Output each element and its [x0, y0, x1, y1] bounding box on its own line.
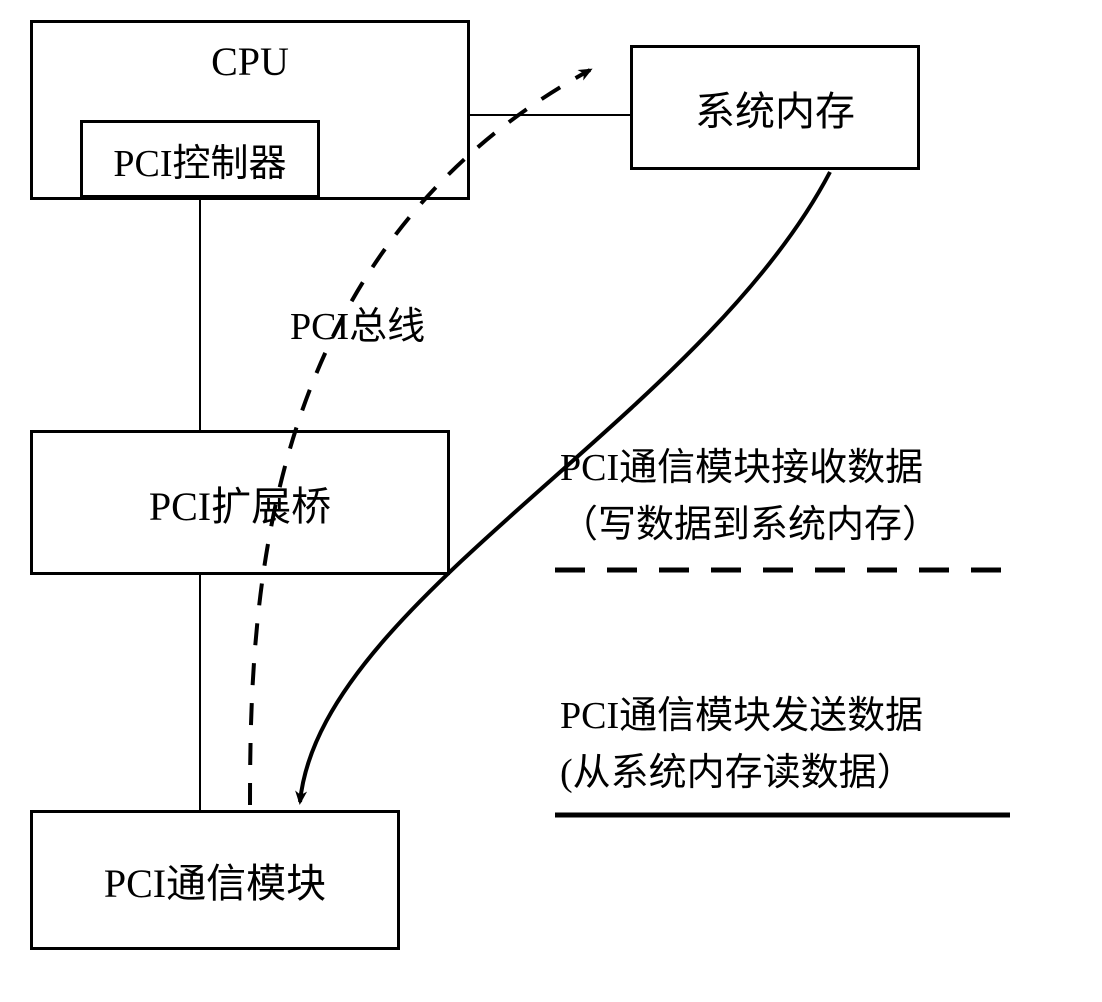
pci-bus-label: PCI总线 [290, 295, 425, 350]
system-memory-box: 系统内存 [630, 45, 920, 170]
legend-receive-line2: （写数据到系统内存） [560, 497, 940, 554]
legend-send-text: PCI通信模块发送数据 (从系统内存读数据） [560, 688, 923, 802]
pci-bridge-box: PCI扩展桥 [30, 430, 450, 575]
pci-architecture-diagram: CPU PCI控制器 系统内存 PCI扩展桥 PCI通信模块 PCI总线 PCI… [0, 0, 1102, 1002]
legend-receive-line1: PCI通信模块接收数据 [560, 440, 940, 497]
cpu-label: CPU [211, 38, 289, 85]
legend-send-line1: PCI通信模块发送数据 [560, 688, 923, 745]
pci-comm-box: PCI通信模块 [30, 810, 400, 950]
pci-comm-label: PCI通信模块 [104, 851, 326, 909]
legend-send-line2: (从系统内存读数据） [560, 745, 923, 802]
system-memory-label: 系统内存 [695, 79, 855, 137]
pci-controller-label: PCI控制器 [113, 132, 286, 187]
pci-bridge-label: PCI扩展桥 [149, 474, 331, 532]
pci-controller-box: PCI控制器 [80, 120, 320, 198]
legend-receive-text: PCI通信模块接收数据 （写数据到系统内存） [560, 440, 940, 554]
